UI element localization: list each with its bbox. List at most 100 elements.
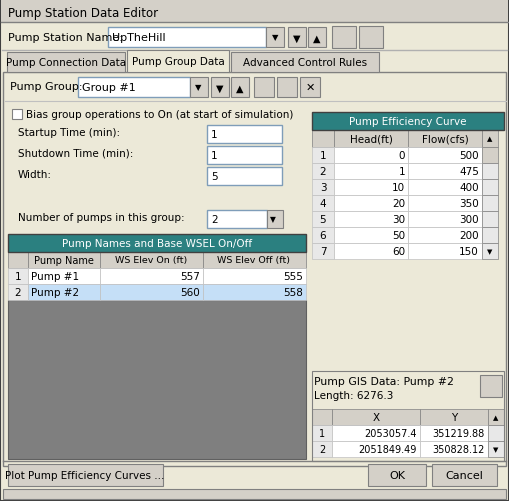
Bar	[288, 28, 306, 48]
Bar	[334, 227, 408, 243]
Text: Pump Station Data Editor: Pump Station Data Editor	[8, 8, 158, 21]
Text: 2: 2	[319, 444, 325, 454]
Bar	[207, 168, 282, 186]
Text: 1: 1	[320, 151, 326, 161]
Text: Pump Efficiency Curve: Pump Efficiency Curve	[349, 117, 467, 127]
Bar	[334, 131, 408, 148]
Text: ▼: ▼	[216, 84, 223, 94]
Text: 351219.88: 351219.88	[433, 428, 485, 438]
Text: Number of pumps in this group:: Number of pumps in this group:	[18, 212, 185, 222]
Text: Pump Group:: Pump Group:	[10, 82, 82, 92]
Bar	[8, 285, 28, 301]
Text: ▲: ▲	[236, 84, 243, 94]
Text: OK: OK	[389, 470, 405, 480]
Bar	[408, 180, 482, 195]
Bar	[312, 164, 334, 180]
Bar	[127, 51, 229, 73]
Text: 7: 7	[320, 246, 326, 257]
Bar	[12, 110, 22, 120]
Text: Y: Y	[451, 412, 457, 422]
Bar	[408, 148, 482, 164]
Bar	[190, 78, 208, 98]
Bar	[267, 210, 283, 228]
Bar	[488, 441, 504, 457]
Bar	[420, 425, 488, 441]
Text: Plot Pump Efficiency Curves ...: Plot Pump Efficiency Curves ...	[5, 470, 165, 480]
Text: 2: 2	[15, 288, 21, 298]
Bar	[8, 464, 163, 486]
Text: 150: 150	[459, 246, 479, 257]
Text: 2: 2	[211, 214, 218, 224]
Bar	[100, 269, 203, 285]
Text: 5: 5	[211, 172, 218, 182]
Bar	[300, 78, 320, 98]
Text: 4: 4	[320, 198, 326, 208]
Bar	[482, 164, 498, 180]
Bar	[254, 78, 274, 98]
Bar	[312, 131, 334, 148]
Text: ▼: ▼	[487, 248, 493, 255]
Bar	[231, 78, 249, 98]
Text: 0: 0	[399, 151, 405, 161]
Text: 3: 3	[320, 183, 326, 192]
Bar	[312, 371, 504, 461]
Bar	[408, 164, 482, 180]
Text: WS Elev On (ft): WS Elev On (ft)	[115, 256, 187, 265]
Bar	[480, 375, 502, 397]
Bar	[100, 253, 203, 269]
Text: 475: 475	[459, 167, 479, 177]
Bar	[408, 211, 482, 227]
Bar	[408, 195, 482, 211]
Bar	[207, 210, 267, 228]
Bar	[207, 126, 282, 144]
Bar	[408, 243, 482, 260]
Text: Pump #1: Pump #1	[31, 272, 79, 282]
Text: ▲: ▲	[313, 34, 321, 44]
Bar	[432, 464, 497, 486]
Bar	[203, 253, 306, 269]
Bar	[312, 441, 332, 457]
Bar	[1, 1, 508, 23]
Text: ▼: ▼	[293, 34, 300, 44]
Bar	[8, 253, 28, 269]
Bar	[482, 148, 498, 164]
Text: ▼: ▼	[272, 34, 278, 43]
Bar	[420, 441, 488, 457]
Bar	[3, 73, 506, 466]
Text: Pump Group Data: Pump Group Data	[132, 57, 224, 67]
Text: ✕: ✕	[306, 83, 316, 93]
Text: 2051849.49: 2051849.49	[359, 444, 417, 454]
Bar	[3, 489, 506, 499]
Bar	[482, 227, 498, 243]
Text: 20: 20	[392, 198, 405, 208]
Text: Group #1: Group #1	[82, 83, 136, 93]
Bar	[312, 425, 332, 441]
Bar	[368, 464, 426, 486]
Text: 1: 1	[319, 428, 325, 438]
Bar	[312, 243, 334, 260]
Bar	[8, 269, 28, 285]
Bar	[334, 243, 408, 260]
Text: Pump Names and Base WSEL On/Off: Pump Names and Base WSEL On/Off	[62, 238, 252, 248]
Bar	[359, 27, 383, 49]
Text: UpTheHill: UpTheHill	[112, 33, 165, 43]
Text: ▲: ▲	[487, 136, 493, 142]
Text: 1: 1	[399, 167, 405, 177]
Bar	[312, 148, 334, 164]
Text: Width:: Width:	[18, 170, 52, 180]
Bar	[28, 269, 100, 285]
Text: X: X	[373, 412, 380, 422]
Text: ▼: ▼	[195, 83, 202, 92]
Bar	[334, 148, 408, 164]
Text: Pump Name: Pump Name	[34, 256, 94, 266]
Bar	[207, 147, 282, 165]
Bar	[482, 131, 498, 148]
Bar	[332, 409, 420, 425]
Text: Pump Connection Data: Pump Connection Data	[6, 58, 126, 68]
Bar	[28, 285, 100, 301]
Text: 2: 2	[320, 167, 326, 177]
Bar	[482, 195, 498, 211]
Bar	[312, 409, 332, 425]
Bar	[8, 234, 306, 253]
Text: Cancel: Cancel	[445, 470, 483, 480]
